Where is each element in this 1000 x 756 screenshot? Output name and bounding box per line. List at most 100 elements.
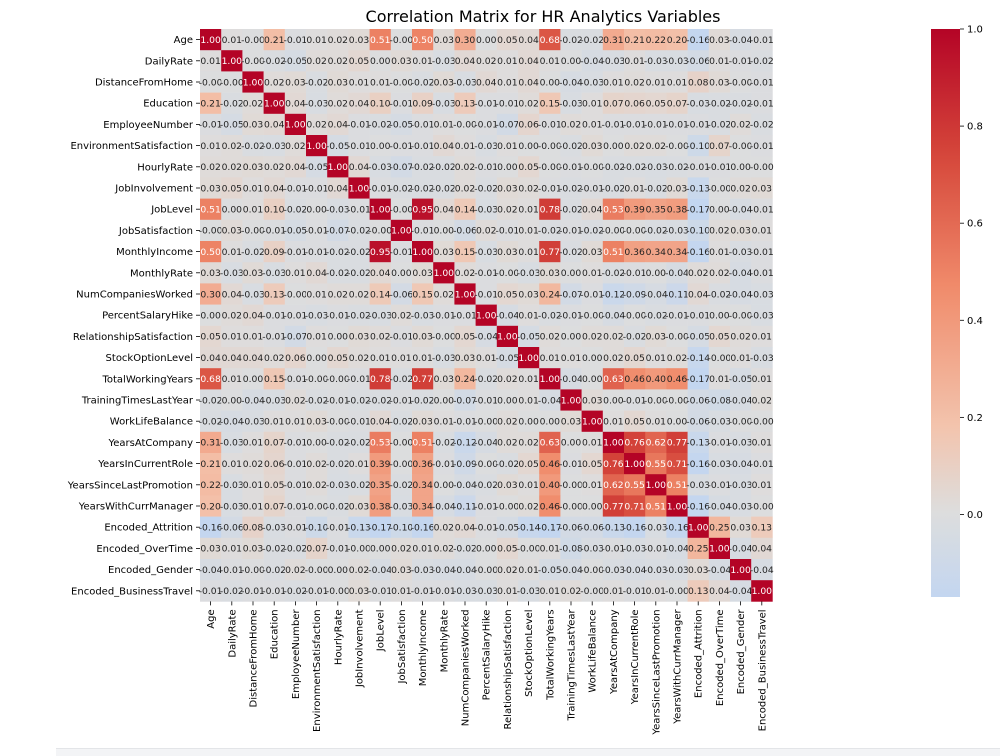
cell-value-label: 0.24 xyxy=(540,289,561,300)
heatmap-cell xyxy=(242,50,264,72)
cell-value-label: 0.01 xyxy=(582,438,602,449)
cell-value-label: -0.01 xyxy=(750,35,774,46)
heatmap-cell xyxy=(602,50,625,72)
heatmap-cell xyxy=(348,241,370,263)
cell-value-label: 0.02 xyxy=(730,120,750,131)
heatmap-cell xyxy=(200,580,222,602)
heatmap-cell xyxy=(348,410,370,433)
heatmap-cell xyxy=(412,431,434,454)
heatmap-cell xyxy=(306,135,328,157)
cell-value-label: 0.02 xyxy=(518,438,538,449)
cell-value-label: -0.00 xyxy=(708,353,732,364)
cell-value-label: -0.01 xyxy=(326,544,350,555)
cell-value-label: 0.03 xyxy=(200,183,221,194)
heatmap-cell xyxy=(390,283,413,305)
cell-value-label: 0.01 xyxy=(730,353,750,364)
cell-value-label: -0.01 xyxy=(474,99,498,110)
heatmap-cell xyxy=(306,241,328,263)
heatmap-cell xyxy=(645,516,667,539)
cell-value-label: -0.04 xyxy=(729,586,753,597)
heatmap-cell xyxy=(624,50,646,72)
heatmap-cell xyxy=(708,516,731,539)
heatmap-cell xyxy=(602,431,625,454)
heatmap-cell xyxy=(200,495,222,517)
heatmap-cell xyxy=(263,113,286,136)
heatmap-cell xyxy=(200,29,222,51)
cell-value-label: -0.01 xyxy=(580,289,604,300)
cell-value-label: -0.03 xyxy=(665,565,689,576)
cell-value-label: -0.01 xyxy=(284,311,308,322)
cell-value-label: -0.02 xyxy=(305,395,329,406)
heatmap-cell xyxy=(560,347,582,369)
cell-value-label: -0.01 xyxy=(199,586,223,597)
heatmap-cell xyxy=(454,29,476,51)
heatmap-cell xyxy=(645,495,667,517)
cell-value-label: -0.03 xyxy=(644,523,668,534)
cell-value-label: 0.03 xyxy=(730,523,751,534)
heatmap-cell xyxy=(581,113,604,136)
heatmap-cell xyxy=(284,537,307,560)
heatmap-cell xyxy=(581,50,604,72)
heatmap-cell xyxy=(433,516,455,539)
cell-value-label: 0.01 xyxy=(709,56,729,67)
heatmap-cell xyxy=(518,262,540,284)
heatmap-cell xyxy=(751,71,773,93)
heatmap-cell xyxy=(263,71,286,93)
heatmap-cell xyxy=(221,389,243,411)
colorbar-gradient xyxy=(931,29,960,597)
heatmap-cell xyxy=(242,495,264,517)
cell-value-label: -0.03 xyxy=(432,56,456,67)
heatmap-cell xyxy=(624,198,646,221)
heatmap-cell xyxy=(475,241,498,263)
cell-value-label: 0.01 xyxy=(222,374,242,385)
cell-value-label: -0.01 xyxy=(750,459,774,470)
heatmap-cell xyxy=(666,135,688,157)
heatmap-cell xyxy=(200,113,222,136)
heatmap-cell xyxy=(475,495,498,517)
cell-value-label: 1.00 xyxy=(624,459,645,470)
cell-value-label: 0.00 xyxy=(243,374,264,385)
cell-value-label: -0.01 xyxy=(750,247,774,258)
heatmap-cell xyxy=(624,177,646,199)
cell-value-label: 1.00 xyxy=(285,120,306,131)
heatmap-cell xyxy=(602,177,625,199)
heatmap-cell xyxy=(624,219,646,242)
heatmap-cells: 1.00 0.01 -0.00 0.21 -0.01 0.01 0.02 0.03 0.51 -0… xyxy=(199,29,774,602)
heatmap-cell xyxy=(454,92,476,115)
cell-value-label: 0.02 xyxy=(667,353,687,364)
heatmap-cell xyxy=(708,304,731,327)
cell-value-label: 0.01 xyxy=(646,353,666,364)
heatmap-cell xyxy=(518,71,540,93)
cell-value-label: 0.02 xyxy=(306,480,326,491)
heatmap-cell xyxy=(475,50,498,72)
heatmap-cell xyxy=(348,559,370,581)
heatmap-cell xyxy=(369,474,392,496)
heatmap-cell xyxy=(560,474,582,496)
heatmap-cell xyxy=(518,368,540,390)
cell-value-label: -0.03 xyxy=(474,247,498,258)
cell-value-label: -0.02 xyxy=(708,120,732,131)
cell-value-label: 0.04 xyxy=(349,99,370,110)
heatmap-cell xyxy=(666,198,688,221)
heatmap-cell xyxy=(539,135,561,157)
cell-value-label: -0.03 xyxy=(665,226,689,237)
cell-value-label: 0.00 xyxy=(540,417,561,428)
cell-value-label: 0.01 xyxy=(497,586,517,597)
heatmap-cell xyxy=(581,92,604,115)
heatmap-cell xyxy=(306,474,328,496)
x-tick-label: JobSatisfaction xyxy=(397,609,408,684)
cell-value-label: -0.06 xyxy=(686,56,710,67)
cell-value-label: 0.09 xyxy=(264,247,285,258)
cell-value-label: 0.01 xyxy=(518,395,538,406)
cell-value-label: 0.01 xyxy=(434,120,454,131)
heatmap-cell xyxy=(412,198,434,221)
heatmap-cell xyxy=(708,113,731,136)
cell-value-label: 0.01 xyxy=(264,417,284,428)
cell-value-label: -0.04 xyxy=(729,205,753,216)
cell-value-label: 0.01 xyxy=(540,56,560,67)
cell-value-label: 0.04 xyxy=(243,311,264,322)
heatmap-cell xyxy=(327,113,349,136)
cell-value-label: -0.13 xyxy=(347,523,371,534)
heatmap-cell xyxy=(200,156,222,178)
cell-value-label: 0.14 xyxy=(455,205,476,216)
